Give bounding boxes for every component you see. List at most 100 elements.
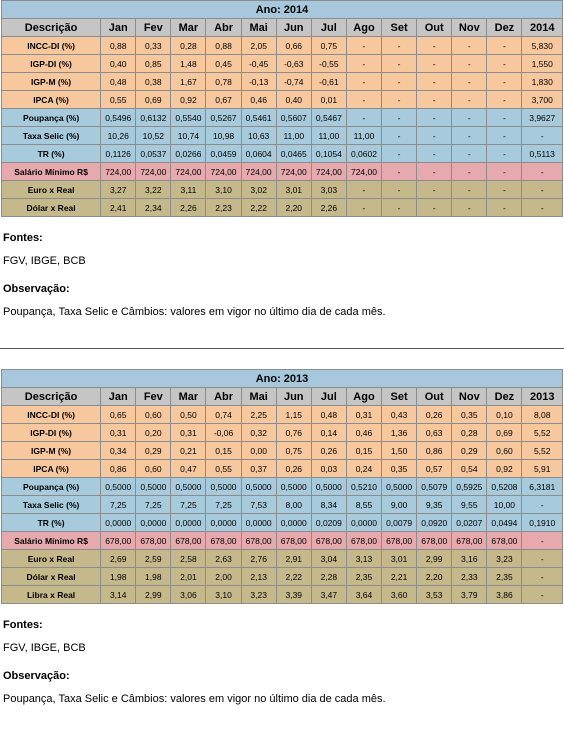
table-cell: 2,34: [135, 198, 172, 217]
table-cell: 9,00: [381, 495, 418, 514]
observacao-value: Poupança, Taxa Selic e Câmbios: valores …: [3, 306, 386, 318]
table-cell: -: [486, 162, 523, 181]
table-cell: 0,5000: [310, 477, 347, 496]
table-cell: 3,16: [451, 549, 488, 568]
table-cell: 0,5079: [416, 477, 453, 496]
table-cell: 0,65: [100, 405, 137, 424]
table-cell: 0,46: [240, 90, 277, 109]
column-header: Mai: [240, 387, 277, 406]
table-cell: 0,76: [275, 423, 312, 442]
table-cell: 9,35: [416, 495, 453, 514]
table-cell: 724,00: [100, 162, 137, 181]
table-cell: 0,21: [170, 441, 207, 460]
table-cell: 7,53: [240, 495, 277, 514]
column-header: Ago: [345, 18, 383, 37]
table-cell: 0,6132: [135, 108, 172, 127]
table-cell: 0,60: [135, 405, 172, 424]
column-header: Dez: [486, 18, 523, 37]
table-cell: 0,31: [170, 423, 207, 442]
table-cell: 3,79: [451, 585, 488, 604]
table-cell: 0,0000: [345, 513, 383, 532]
table-cell: 0,15: [345, 441, 383, 460]
table-cell: 1,15: [275, 405, 312, 424]
header-row: Descrição Jan Fev Mar Abr Mai Jun Jul Ago Set Out N…: [0, 18, 563, 37]
table-cell: 2,76: [240, 549, 277, 568]
table-cell: 2,59: [135, 549, 172, 568]
column-header: 2014: [521, 18, 563, 37]
row-label: Euro x Real: [0, 180, 102, 199]
table-cell: 0,57: [416, 459, 453, 478]
table-cell: 3,64: [345, 585, 383, 604]
table-cell: -: [416, 36, 453, 55]
table-cell: 0,5000: [275, 477, 312, 496]
row-label: Libra x Real: [0, 585, 102, 604]
table-cell: 2,99: [135, 585, 172, 604]
row-label: TR (%): [0, 513, 102, 532]
table-cell: 678,00: [100, 531, 137, 550]
row-label: Poupança (%): [0, 477, 102, 496]
table-cell: 1,48: [170, 54, 207, 73]
table-cell: -: [381, 36, 418, 55]
table-cell: 0,37: [240, 459, 277, 478]
table-cell: -: [451, 180, 488, 199]
table-cell: 0,43: [381, 405, 418, 424]
table-cell: -: [345, 90, 383, 109]
table-title: Ano: 2013: [1, 369, 563, 388]
row-label: IGP-M (%): [0, 72, 102, 91]
column-header: Mai: [240, 18, 277, 37]
table-cell: -0,63: [275, 54, 312, 73]
row-label: Dólar x Real: [0, 567, 102, 586]
table-cell: 1,98: [100, 567, 137, 586]
table-cell: 0,24: [345, 459, 383, 478]
table-cell: 0,67: [205, 90, 242, 109]
table-row: IGP-DI (%) 0,40 0,85 1,48 0,45 -0,45 -0,63 -0,5…: [0, 54, 563, 73]
column-header: 2013: [521, 387, 563, 406]
table-cell: 3,01: [381, 549, 418, 568]
table-cell: 0,63: [416, 423, 453, 442]
table-cell: 0,03: [310, 459, 347, 478]
table-cell: 2,33: [451, 567, 488, 586]
table-cell: 0,74: [205, 405, 242, 424]
table-cell: -: [381, 198, 418, 217]
table-cell: 0,86: [416, 441, 453, 460]
table-cell: 0,88: [205, 36, 242, 55]
table-cell: 0,0000: [205, 513, 242, 532]
table-cell: 2,20: [275, 198, 312, 217]
row-label: TR (%): [0, 144, 102, 163]
indices-table-2013: Ano: 2013 Descrição Jan Fev Mar Abr Mai Jun Jul…: [0, 369, 563, 604]
table-cell: 10,26: [100, 126, 137, 145]
column-header: Mar: [170, 387, 207, 406]
table-cell: 1,550: [521, 54, 563, 73]
table-cell: 0,14: [310, 423, 347, 442]
table-cell: -: [486, 126, 523, 145]
table-cell: 0,75: [310, 36, 347, 55]
table-cell: -: [521, 180, 563, 199]
table-cell: 0,85: [135, 54, 172, 73]
table-cell: -: [381, 108, 418, 127]
table-cell: -0,06: [205, 423, 242, 442]
table-cell: 0,0207: [451, 513, 488, 532]
table-cell: -: [381, 90, 418, 109]
table-cell: 0,0920: [416, 513, 453, 532]
table-cell: 0,60: [486, 441, 523, 460]
table-cell: -: [416, 72, 453, 91]
table-cell: 5,52: [521, 423, 563, 442]
table-cell: 2,28: [310, 567, 347, 586]
table-title: Ano: 2014: [1, 0, 563, 19]
table-cell: 0,54: [451, 459, 488, 478]
row-label: Poupança (%): [0, 108, 102, 127]
table-cell: 0,40: [100, 54, 137, 73]
table-cell: 0,35: [381, 459, 418, 478]
table-cell: 2,69: [100, 549, 137, 568]
row-label: INCC-DI (%): [0, 405, 102, 424]
table-cell: -0,74: [275, 72, 312, 91]
table-row: Salário Mínimo R$ 678,00 678,00 678,00 678,0…: [0, 531, 563, 550]
table-cell: 0,32: [240, 423, 277, 442]
table-cell: 0,28: [451, 423, 488, 442]
table-cell: -: [521, 531, 563, 550]
column-header: Out: [416, 18, 453, 37]
table-cell: 5,830: [521, 36, 563, 55]
table-cell: 2,35: [486, 567, 523, 586]
table-cell: 0,0602: [345, 144, 383, 163]
table-cell: -: [416, 108, 453, 127]
